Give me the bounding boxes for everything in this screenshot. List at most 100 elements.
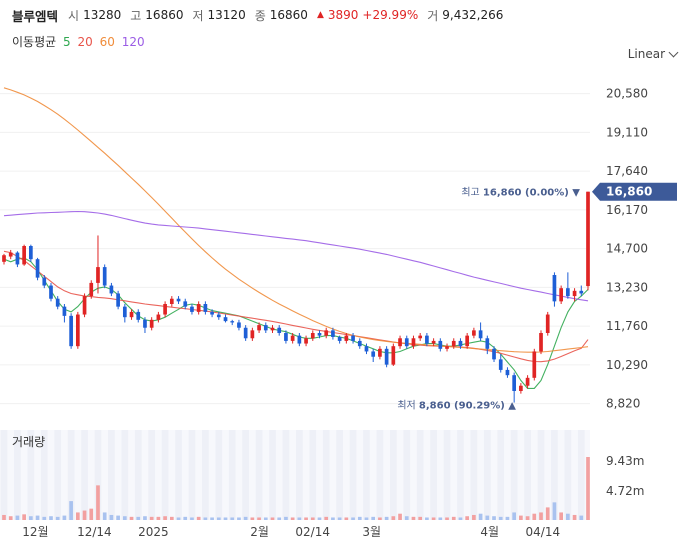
volume-stripe: [510, 430, 518, 520]
volume-bar: [438, 517, 443, 520]
candle-body: [109, 285, 114, 294]
candle-body: [143, 319, 147, 328]
volume-stripe: [296, 430, 303, 520]
price-tick-label: 11,760: [606, 319, 648, 333]
candle-body: [49, 285, 53, 299]
volume-bar: [190, 517, 194, 520]
candle-body: [431, 340, 436, 344]
candle-body: [425, 335, 429, 344]
candle-body: [8, 252, 13, 257]
volume-bar: [55, 516, 60, 520]
volume-stripe: [40, 430, 48, 520]
ma-line-5: [3, 257, 589, 389]
candle-body: [438, 340, 443, 349]
volume-stripe: [403, 430, 411, 520]
candle-body: [384, 348, 389, 365]
volume-bar: [22, 514, 26, 520]
close-value: 16860: [269, 8, 308, 22]
candle-body: [404, 338, 409, 347]
price-tick-label: 13,230: [606, 280, 648, 294]
candle-body: [122, 306, 127, 318]
high-label: 고: [130, 8, 142, 23]
high-annotation: 최고 16,860 (0.00%) ▼: [461, 187, 580, 199]
candle-body: [344, 335, 349, 341]
volume-bar: [505, 516, 510, 520]
volume-bar: [458, 517, 463, 520]
candle-body: [331, 330, 335, 337]
volume-bar: [62, 515, 67, 520]
price-tick-label: 20,580: [606, 87, 648, 101]
candle-body: [223, 317, 228, 322]
candle-body: [418, 335, 423, 339]
x-tick-label: 04/14: [526, 525, 561, 539]
volume-bar: [418, 516, 423, 520]
volume-stripe: [309, 430, 317, 520]
volume-bar: [270, 517, 275, 520]
volume-bar: [257, 517, 261, 520]
ma-line-20: [3, 250, 589, 363]
volume-stripe: [349, 430, 357, 520]
candle-body: [42, 277, 47, 286]
volume-stripe: [551, 430, 558, 520]
scale-mode-dropdown[interactable]: Linear: [627, 47, 665, 61]
candle-body: [96, 267, 100, 283]
volume-stripe: [94, 430, 102, 520]
candle-body: [317, 333, 322, 336]
candle-body: [512, 375, 517, 391]
volume-tick-label: 4.72m: [606, 484, 644, 498]
volume-stripe: [443, 430, 451, 520]
volume-bar: [136, 516, 141, 520]
volume-bar: [572, 514, 577, 520]
volume-bar: [445, 517, 449, 520]
volume-bar: [351, 517, 355, 520]
candle-body: [29, 246, 33, 260]
volume-stripe: [269, 430, 276, 520]
volume-stripe: [215, 430, 223, 520]
candle-body: [89, 282, 94, 297]
volume-bar: [196, 516, 201, 520]
triangle-up-icon: ▲: [316, 10, 324, 20]
volume-stripe: [202, 430, 209, 520]
candle-body: [156, 314, 161, 320]
volume-bar: [263, 517, 268, 520]
price-tick-label: 17,640: [606, 164, 648, 178]
candle-body: [297, 335, 302, 344]
current-price-label: 16,860: [606, 185, 652, 199]
open-label: 시: [68, 8, 80, 23]
x-tick-label: 4월: [480, 525, 499, 539]
candle-body: [371, 351, 376, 357]
volume-bar: [156, 516, 161, 520]
candle-body: [357, 340, 362, 347]
candle-body: [398, 338, 402, 347]
volume-bar: [310, 517, 315, 520]
volume-stripe: [81, 430, 88, 520]
high-value: 16860: [145, 8, 184, 22]
volume-stripe: [175, 430, 182, 520]
candle-body: [411, 338, 416, 347]
volume-stripe: [282, 430, 290, 520]
volume-bar: [176, 517, 181, 520]
ma-line-120: [3, 210, 589, 302]
volume-bar: [210, 517, 214, 520]
moving-average-legend[interactable]: 이동평균 5 20 60 120: [12, 33, 148, 50]
stock-name: 블루엠텍: [12, 8, 59, 24]
candle-body: [284, 333, 288, 341]
volume-bar: [29, 516, 33, 520]
volume-bar: [391, 516, 396, 520]
volume-bar: [525, 516, 530, 520]
volume-bar: [163, 516, 167, 520]
volume-label: 거: [427, 8, 439, 23]
volume-bar: [15, 515, 20, 520]
volume-stripe: [430, 430, 437, 520]
ma-legend-5: 5: [63, 35, 71, 49]
candle-body: [149, 319, 154, 328]
change-pct: +29.99%: [362, 8, 419, 22]
volume-bar: [559, 512, 563, 520]
volume-stripe: [121, 430, 129, 520]
ma-legend-120: 120: [121, 35, 145, 49]
volume-bar: [512, 512, 517, 520]
change-value: 3890: [327, 8, 359, 22]
volume-bar: [519, 515, 523, 520]
volume-bar: [102, 512, 107, 520]
